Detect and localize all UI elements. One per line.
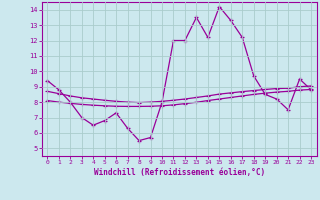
X-axis label: Windchill (Refroidissement éolien,°C): Windchill (Refroidissement éolien,°C)	[94, 168, 265, 177]
